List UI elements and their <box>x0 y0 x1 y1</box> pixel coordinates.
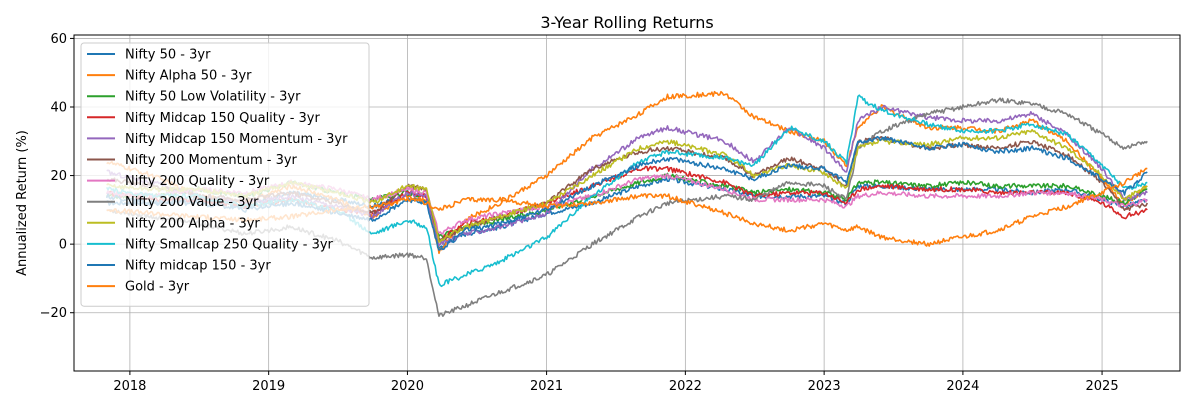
axis-ticks: 2018 2019 2020 2021 2022 2023 2024 2025 −20 0 20 40… <box>40 32 1119 394</box>
legend-label: Nifty 50 - 3yr <box>125 48 211 63</box>
x-tick-label: 2018 <box>113 379 146 394</box>
y-tick-label: −20 <box>40 306 67 321</box>
legend-box <box>80 42 370 307</box>
x-tick-label: 2020 <box>391 379 424 394</box>
x-tick-label: 2024 <box>946 379 979 394</box>
y-tick-label: 40 <box>50 101 67 116</box>
legend-label: Nifty 200 Momentum - 3yr <box>125 153 298 168</box>
y-axis-label: Annualized Return (%) <box>15 130 30 276</box>
x-tick-label: 2021 <box>530 379 563 394</box>
y-tick-label: 60 <box>50 32 67 47</box>
legend-label: Nifty midcap 150 - 3yr <box>125 259 271 274</box>
legend-label: Nifty Midcap 150 Momentum - 3yr <box>125 132 348 147</box>
legend-label: Nifty Midcap 150 Quality - 3yr <box>125 111 321 126</box>
plot-frame <box>73 34 1181 372</box>
x-tick-label: 2023 <box>808 379 841 394</box>
x-tick-label: 2022 <box>669 379 702 394</box>
y-tick-label: 0 <box>59 238 67 253</box>
x-tick-label: 2025 <box>1086 379 1119 394</box>
legend-label: Nifty Alpha 50 - 3yr <box>125 69 252 84</box>
chart-title: 3-Year Rolling Returns <box>540 13 713 32</box>
legend-label: Nifty Smallcap 250 Quality - 3yr <box>125 237 334 252</box>
legend-label: Nifty 200 Alpha - 3yr <box>125 216 260 231</box>
legend-label: Nifty 200 Value - 3yr <box>125 195 259 210</box>
legend: Nifty 50 - 3yr Nifty Alpha 50 - 3yr Nifty … <box>80 42 370 307</box>
y-tick-label: 20 <box>50 169 67 184</box>
legend-label: Nifty 200 Quality - 3yr <box>125 174 270 189</box>
x-tick-label: 2019 <box>252 379 285 394</box>
legend-label: Gold - 3yr <box>125 280 190 295</box>
legend-label: Nifty 50 Low Volatility - 3yr <box>125 90 301 105</box>
